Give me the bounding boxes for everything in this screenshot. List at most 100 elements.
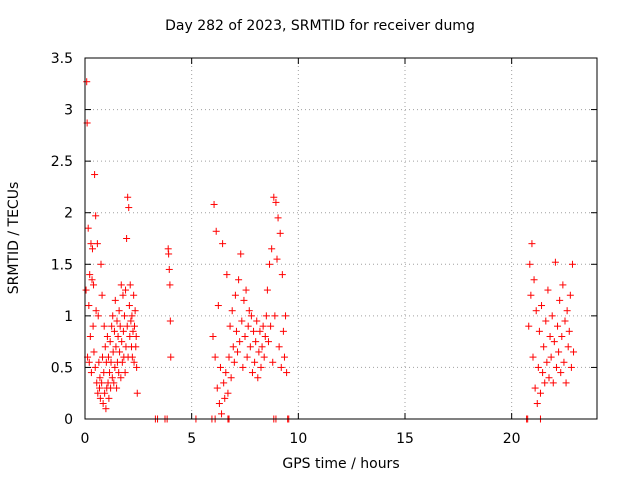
data-point	[119, 291, 127, 299]
data-point	[565, 327, 573, 335]
x-tick-label: 20	[503, 431, 521, 447]
data-point	[562, 379, 570, 387]
data-point	[545, 374, 553, 382]
data-point	[559, 281, 567, 289]
data-point	[87, 369, 95, 377]
data-point	[550, 338, 558, 346]
data-point	[235, 276, 243, 284]
data-point	[259, 322, 267, 330]
data-point	[263, 286, 271, 294]
data-point	[124, 193, 132, 201]
data-point	[222, 369, 230, 377]
data-point	[116, 348, 124, 356]
data-point	[279, 327, 287, 335]
y-tick-label: 2	[64, 206, 73, 222]
data-point	[536, 389, 544, 397]
data-point	[526, 260, 534, 268]
data-point	[127, 317, 135, 325]
data-point	[554, 322, 562, 330]
data-point	[535, 327, 543, 335]
data-point	[96, 374, 104, 382]
data-point	[130, 291, 138, 299]
data-point	[566, 291, 574, 299]
data-point	[560, 358, 568, 366]
y-tick-label: 2.5	[51, 154, 73, 170]
data-point	[528, 240, 536, 248]
data-point	[130, 358, 138, 366]
data-point	[209, 332, 217, 340]
data-point	[261, 332, 269, 340]
data-point	[256, 327, 264, 335]
data-point	[120, 312, 128, 320]
data-point	[556, 296, 564, 304]
chart-title: Day 282 of 2023, SRMTID for receiver dum…	[165, 18, 475, 34]
data-point	[241, 332, 249, 340]
data-point	[246, 343, 254, 351]
data-point	[104, 353, 112, 361]
data-point	[102, 405, 110, 413]
data-point	[251, 358, 259, 366]
data-point	[242, 286, 250, 294]
data-point	[126, 332, 134, 340]
data-point	[563, 307, 571, 315]
data-point	[84, 224, 92, 232]
data-point	[108, 322, 116, 330]
data-point	[525, 322, 533, 330]
data-point	[83, 78, 91, 86]
data-point	[133, 363, 141, 371]
data-point	[85, 302, 93, 310]
data-point	[534, 363, 542, 371]
y-tick-label: 1.5	[51, 257, 73, 273]
data-point	[568, 260, 576, 268]
data-point	[121, 369, 129, 377]
data-point	[225, 353, 233, 361]
data-point	[270, 193, 278, 201]
data-point	[115, 307, 123, 315]
data-point	[540, 343, 548, 351]
data-point	[114, 332, 122, 340]
data-point	[93, 240, 101, 248]
data-point	[247, 312, 255, 320]
data-point	[107, 358, 115, 366]
data-point	[267, 322, 275, 330]
data-point	[113, 384, 121, 392]
data-point	[92, 307, 100, 315]
data-point	[220, 379, 228, 387]
data-point	[541, 379, 549, 387]
data-point	[90, 281, 98, 289]
data-point	[215, 400, 223, 408]
data-point	[219, 240, 227, 248]
data-point	[282, 312, 290, 320]
data-point	[230, 358, 238, 366]
data-point	[210, 200, 218, 208]
data-point	[107, 384, 115, 392]
data-point	[98, 353, 106, 361]
x-tick-label: 0	[81, 431, 90, 447]
data-point	[128, 312, 136, 320]
y-tick-label: 0.5	[51, 360, 73, 376]
data-point	[128, 353, 136, 361]
data-point	[131, 307, 139, 315]
data-point	[95, 358, 103, 366]
data-point	[94, 312, 102, 320]
data-point	[86, 271, 94, 279]
data-point	[271, 312, 279, 320]
data-point	[549, 379, 557, 387]
data-point	[165, 265, 173, 273]
data-point	[275, 343, 283, 351]
data-point	[253, 317, 261, 325]
data-point	[544, 286, 552, 294]
data-point	[118, 338, 126, 346]
data-point	[213, 384, 221, 392]
data-point	[547, 353, 555, 361]
data-point	[531, 384, 539, 392]
data-point	[110, 327, 118, 335]
y-tick-label: 1	[64, 309, 73, 325]
data-point	[115, 369, 123, 377]
data-point	[132, 332, 140, 340]
data-point	[109, 348, 117, 356]
data-point	[237, 250, 245, 258]
data-point	[278, 271, 286, 279]
data-point	[117, 281, 125, 289]
